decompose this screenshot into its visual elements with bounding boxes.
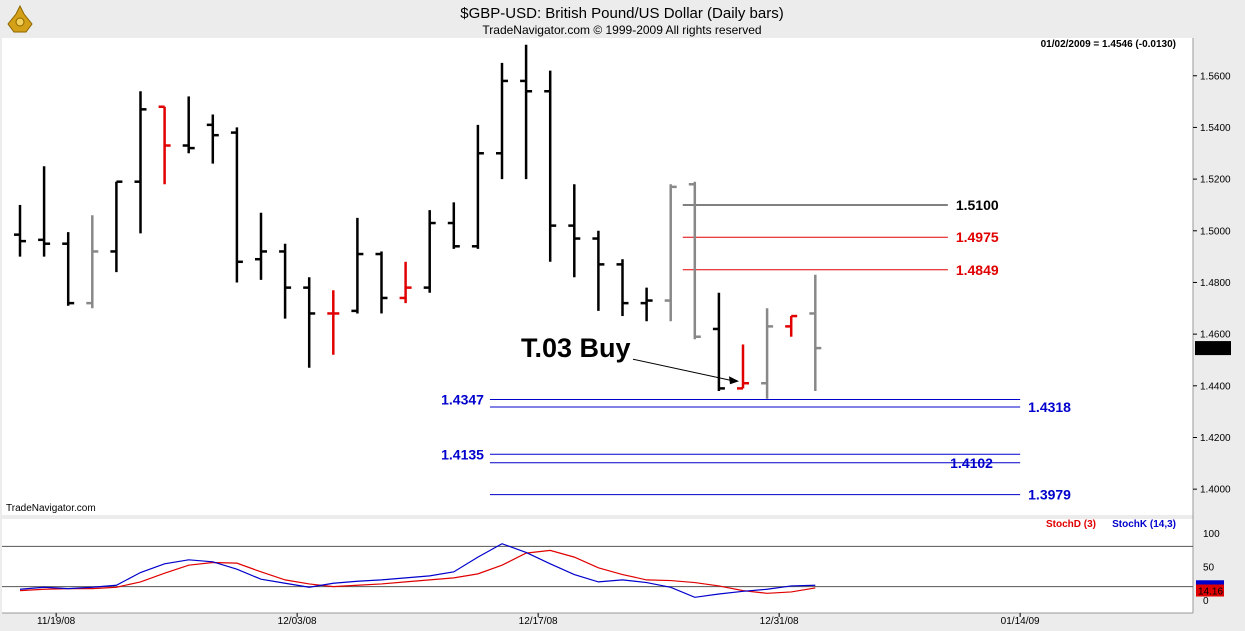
ohlc-bar (664, 184, 677, 322)
ohlc-bar (399, 261, 412, 304)
date-tick-label: 12/31/08 (760, 616, 799, 627)
trade-navigator-logo-icon (7, 4, 33, 33)
copyright-text: TradeNavigator.com © 1999-2009 All right… (482, 23, 761, 37)
date-axis: 11/19/08 12/03/08 12/17/08 12/31/08 01/14/09 (2, 612, 1193, 627)
last-price-label: 1.4546 (1197, 344, 1228, 355)
ohlc-bar (592, 230, 605, 311)
ohlc-bar (568, 184, 581, 278)
last-price-box (1195, 341, 1231, 356)
stochastic-panel (2, 519, 1193, 613)
buy-signal-label: T.03 Buy (521, 333, 631, 363)
ohlc-bar (14, 204, 26, 257)
price-level-label: 1.4102 (950, 455, 993, 471)
price-level-label: 1.4135 (441, 446, 484, 462)
ohlc-bar (616, 259, 629, 317)
ohlc-bar (303, 277, 316, 368)
date-tick-label: 12/03/08 (278, 616, 317, 627)
ohlc-bar (86, 215, 99, 309)
ohlc-bar (520, 44, 533, 180)
ohlc-bar (447, 202, 460, 249)
ohlc-bar (110, 180, 123, 273)
ohlc-bar (134, 91, 147, 234)
date-tick-label: 01/14/09 (1001, 616, 1040, 627)
legend-stochd: StochD (3) (1046, 519, 1096, 530)
ohlc-bar (158, 105, 171, 185)
price-tick-label: 1.4800 (1200, 278, 1231, 289)
stochastic-lines: 100 50 014.16 (2, 529, 1224, 607)
price-tick-label: 1.4200 (1200, 433, 1231, 444)
annotations: T.03 Buy (521, 333, 739, 385)
price-tick-label: 1.4600 (1200, 330, 1231, 341)
price-tick-label: 1.4000 (1200, 485, 1231, 496)
watermark: TradeNavigator.com (6, 503, 96, 514)
date-tick-label: 12/17/08 (519, 616, 558, 627)
ohlc-bar (640, 287, 653, 322)
ohlc-bar (737, 344, 749, 390)
stoch-tick-label: 50 (1203, 563, 1215, 574)
stochk-value-label: 14.16 (1198, 587, 1223, 598)
price-level-label: 1.3979 (1028, 487, 1071, 503)
ohlc-bar (544, 70, 557, 262)
price-levels: 1.5100 1.4975 1.4849 1.4347 1.4318 1.4135 1.41… (441, 197, 1071, 503)
last-price-info: 01/02/2009 = 1.4546 (-0.0130) (1041, 39, 1176, 50)
chart-title: $GBP-USD: British Pound/US Dollar (Daily… (460, 5, 783, 22)
ohlc-bar (279, 243, 292, 319)
ohlc-bar (785, 314, 798, 337)
date-tick-label: 11/19/08 (37, 616, 76, 627)
price-level-label: 1.4975 (956, 229, 999, 245)
legend-stochk: StochK (14,3) (1112, 519, 1176, 530)
ohlc-bar (375, 251, 388, 314)
stochk-value-box (1196, 584, 1224, 597)
buy-signal-arrow-line (632, 358, 736, 382)
ohlc-bar (712, 292, 725, 391)
ohlc-bar (496, 62, 508, 180)
ohlc-bar (182, 96, 195, 154)
stoch-tick-label: 100 (1203, 529, 1220, 540)
buy-signal-arrowhead-icon (729, 376, 739, 385)
price-tick-label: 1.5400 (1200, 123, 1231, 134)
price-level-label: 1.4318 (1028, 399, 1071, 415)
ohlc-bars (14, 44, 822, 399)
ohlc-bar (688, 181, 701, 340)
ohlc-bar (351, 217, 364, 314)
ohlc-bar (230, 127, 243, 283)
ohlc-bar (206, 114, 219, 164)
price-tick-label: 1.5000 (1200, 226, 1231, 237)
price-axis: 1.5600 1.5400 1.5200 1.5000 1.4800 1.4600 1.44… (1193, 71, 1231, 496)
ohlc-bar (327, 290, 340, 355)
stoch-series-line (19, 543, 816, 598)
stoch-tick-label: 0 (1203, 596, 1209, 607)
ohlc-bar (423, 210, 436, 293)
ohlc-bar (62, 232, 75, 306)
ohlc-bar (809, 274, 822, 391)
price-level-label: 1.5100 (956, 197, 999, 213)
ohlc-bar (255, 212, 267, 280)
price-tick-label: 1.5200 (1200, 175, 1231, 186)
ohlc-bar (761, 308, 774, 399)
price-level-label: 1.4849 (956, 262, 999, 278)
price-tick-label: 1.4400 (1200, 381, 1231, 392)
stoch-series-line (19, 549, 816, 594)
price-tick-label: 1.5600 (1200, 71, 1231, 82)
ohlc-bar (38, 166, 51, 257)
price-level-label: 1.4347 (441, 392, 484, 408)
ohlc-bar (471, 124, 484, 249)
